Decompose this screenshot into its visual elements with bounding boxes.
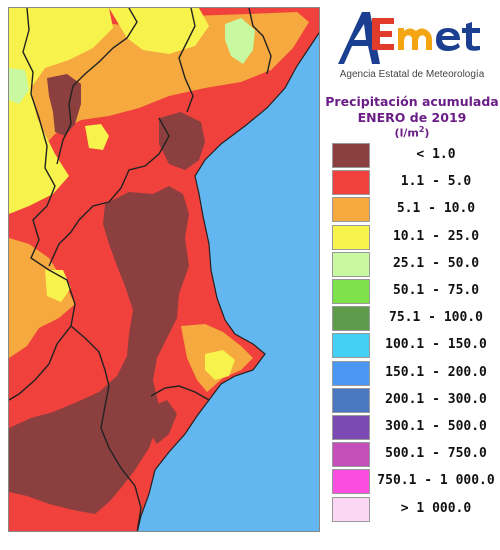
legend-range-label: 50.1 - 75.0 xyxy=(392,283,480,298)
zone-5-10-west xyxy=(9,238,75,358)
legend-swatch xyxy=(332,306,370,332)
legend-range-label: 750.1 - 1 000.0 xyxy=(377,473,495,489)
region-borders xyxy=(9,8,272,531)
legend-range-label: < 1.0 xyxy=(416,147,456,162)
legend-swatch xyxy=(332,279,370,304)
zone-10-25-coast xyxy=(205,350,235,380)
legend-swatch xyxy=(332,197,370,223)
legend-range-label: 5.1 - 10.0 xyxy=(396,201,476,217)
legend-range-label: 200.1 - 300.0 xyxy=(385,391,487,407)
legend-panel: Agencia Estatal de Meteorología Precipit… xyxy=(324,0,500,550)
legend-swatch xyxy=(332,496,370,522)
legend-swatch xyxy=(332,170,370,196)
aemet-logo xyxy=(338,12,480,64)
legend-entry: 100.1 - 150.0 xyxy=(332,333,498,360)
legend-entry: 75.1 - 100.0 xyxy=(332,306,498,333)
legend-entry: < 1.0 xyxy=(332,143,498,170)
legend-entry: 10.1 - 25.0 xyxy=(332,224,498,252)
precipitation-map xyxy=(8,7,320,532)
legend-swatch xyxy=(332,333,370,359)
agency-name: Agencia Estatal de Meteorología xyxy=(339,69,485,80)
legend-range-label: 100.1 - 150.0 xyxy=(385,337,487,353)
legend-units: (l/m2) xyxy=(394,125,430,140)
legend-swatch xyxy=(332,415,370,440)
legend-range-label: > 1 000.0 xyxy=(400,500,472,516)
legend-range-label: 500.1 - 750.0 xyxy=(385,446,487,462)
legend-entry: 300.1 - 500.0 xyxy=(332,415,498,442)
legend-range-label: 10.1 - 25.0 xyxy=(392,228,480,244)
zone-10-25-top xyxy=(109,8,209,54)
legend-entry: > 1 000.0 xyxy=(332,496,498,524)
legend-title: Precipitación acumulada xyxy=(325,94,499,109)
legend-swatch xyxy=(332,224,370,250)
legend-entry: 25.1 - 50.0 xyxy=(332,251,498,279)
map-svg xyxy=(9,8,319,531)
legend-entry: 200.1 - 300.0 xyxy=(332,387,498,415)
zone-25-50-northwest xyxy=(9,68,29,104)
legend-entry: 50.1 - 75.0 xyxy=(332,279,498,306)
legend-swatch xyxy=(332,360,370,386)
legend-swatch xyxy=(332,469,370,495)
zone-10-25-north xyxy=(9,8,113,214)
legend-swatch xyxy=(332,251,370,277)
legend-range-label: 25.1 - 50.0 xyxy=(392,255,480,271)
legend-swatch xyxy=(332,387,370,413)
legend-entry: 1.1 - 5.0 xyxy=(332,170,498,197)
legend-period: ENERO de 2019 xyxy=(357,110,467,125)
coastline xyxy=(136,31,319,531)
legend-entry: 150.1 - 200.0 xyxy=(332,360,498,388)
legend-entry: 5.1 - 10.0 xyxy=(332,197,498,224)
legend-swatch xyxy=(332,143,370,168)
legend-swatch xyxy=(332,442,370,468)
legend-range-label: 1.1 - 5.0 xyxy=(400,174,472,190)
legend-range-label: 75.1 - 100.0 xyxy=(389,310,483,326)
zone-lt1-main xyxy=(9,186,189,514)
zone-25-50-north xyxy=(225,18,255,64)
zone-lt1-northcenter xyxy=(159,112,205,170)
zone-10-25-center xyxy=(85,124,109,150)
legend-range-label: 150.1 - 200.0 xyxy=(385,364,487,380)
legend-range-label: 300.1 - 500.0 xyxy=(385,419,487,434)
legend-entry: 500.1 - 750.0 xyxy=(332,442,498,469)
legend-entry: 750.1 - 1 000.0 xyxy=(332,469,498,496)
zone-lt1-southeast xyxy=(149,400,177,444)
